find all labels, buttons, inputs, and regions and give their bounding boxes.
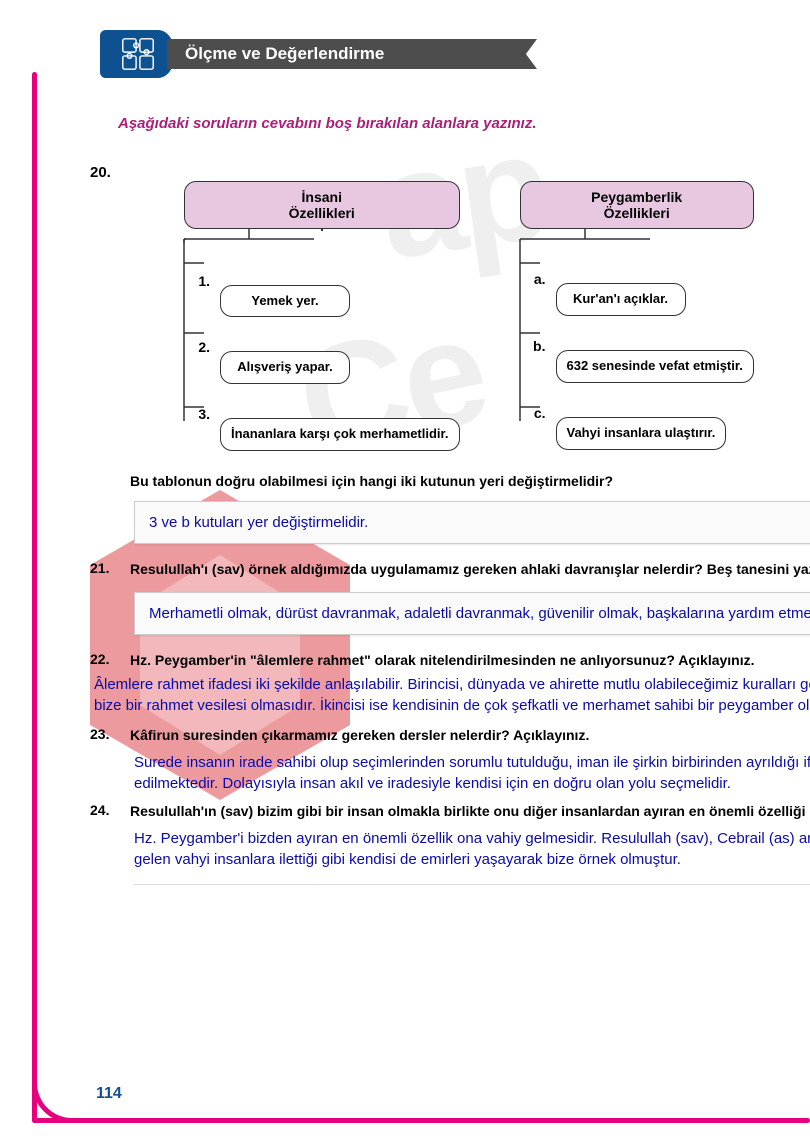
q23-answer: Surede insanın irade sahibi olup seçimle…	[134, 752, 810, 794]
page-border-bottom	[32, 1118, 810, 1123]
right-header: Peygamberlik Özellikleri	[520, 181, 754, 229]
question-23: 23. Kâfirun suresinden çıkarmamız gereke…	[90, 726, 810, 746]
q20-answer: 3 ve b kutuları yer değiştirmelidir.	[134, 501, 810, 544]
left-label-3: 3.	[184, 406, 210, 422]
q24-text: Resulullah'ın (sav) bizim gibi bir insan…	[130, 802, 810, 822]
puzzle-icon	[100, 30, 175, 78]
q22-num: 22.	[90, 651, 130, 667]
left-label-2: 2.	[184, 339, 210, 355]
page: ap Ce Ölçme ve Değerlendirme Aşağıdaki s…	[0, 0, 810, 1143]
question-24: 24. Resulullah'ın (sav) bizim gibi bir i…	[90, 802, 810, 822]
q23-text: Kâfirun suresinden çıkarmamız gereken de…	[130, 726, 810, 746]
q22-text: Hz. Peygamber'in "âlemlere rahmet" olara…	[130, 651, 810, 671]
q21-text: Resulullah'ı (sav) örnek aldığımızda uyg…	[130, 560, 810, 580]
right-box-b: 632 senesinde vefat etmiştir.	[556, 350, 754, 383]
section-header: Ölçme ve Değerlendirme	[100, 30, 537, 78]
q24-num: 24.	[90, 802, 130, 818]
left-box-2: Alışveriş yapar.	[220, 351, 350, 384]
right-label-c: c.	[520, 405, 546, 421]
left-column: İnsani Özellikleri 1. Yemek yer. 2. Alış…	[164, 181, 460, 451]
left-box-3: İnananlara karşı çok merhametlidir.	[220, 418, 460, 451]
left-label-1: 1.	[184, 273, 210, 289]
instruction: Aşağıdaki soruların cevabını boş bırakıl…	[118, 115, 810, 132]
right-box-c: Vahyi insanlara ulaştırır.	[556, 417, 727, 450]
q20-num: 20.	[90, 154, 130, 181]
question-21: 21. Resulullah'ı (sav) örnek aldığımızda…	[90, 560, 810, 580]
q21-answer: Merhametli olmak, dürüst davranmak, adal…	[134, 592, 810, 635]
question-20: 20.	[90, 154, 810, 181]
q23-num: 23.	[90, 726, 130, 742]
right-label-a: a.	[520, 271, 546, 287]
q24-answer: Hz. Peygamber'i bizden ayıran en önemli …	[134, 828, 810, 885]
right-label-b: b.	[520, 338, 546, 354]
left-header: İnsani Özellikleri	[184, 181, 460, 229]
page-corner	[32, 1073, 82, 1123]
q20-sub: Bu tablonun doğru olabilmesi için hangi …	[130, 473, 810, 489]
page-number: 114	[96, 1085, 122, 1103]
header-title: Ölçme ve Değerlendirme	[167, 39, 537, 69]
right-column: Peygamberlik Özellikleri a. Kur'an'ı açı…	[500, 181, 754, 451]
right-box-a: Kur'an'ı açıklar.	[556, 283, 686, 316]
q22-answer: Âlemlere rahmet ifadesi iki şekilde anla…	[94, 674, 810, 716]
content: Aşağıdaki soruların cevabını boş bırakıl…	[90, 115, 810, 885]
question-22: 22. Hz. Peygamber'in "âlemlere rahmet" o…	[90, 651, 810, 671]
left-box-1: Yemek yer.	[220, 285, 350, 318]
page-border-left	[32, 72, 37, 1123]
q20-diagram: İnsani Özellikleri 1. Yemek yer. 2. Alış…	[164, 181, 810, 451]
q21-num: 21.	[90, 560, 130, 576]
